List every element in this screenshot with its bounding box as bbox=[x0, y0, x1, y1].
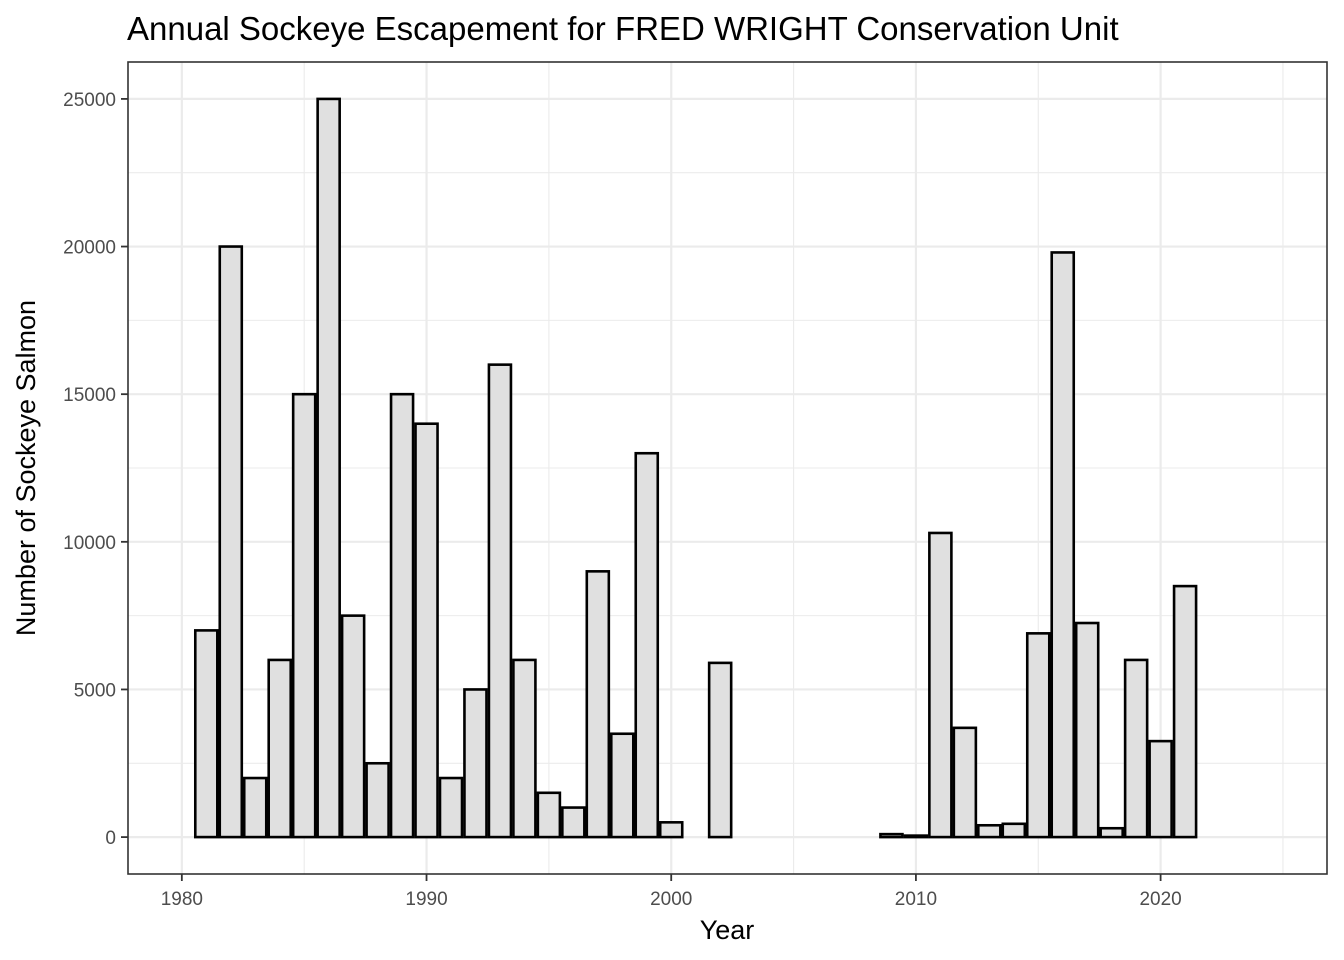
chart-title: Annual Sockeye Escapement for FRED WRIGH… bbox=[127, 10, 1119, 47]
x-tick-label: 2000 bbox=[650, 889, 692, 910]
x-tick-label: 2020 bbox=[1139, 889, 1181, 910]
bar-2011 bbox=[928, 531, 953, 839]
bar-2016 bbox=[1050, 251, 1076, 839]
bar-2021 bbox=[1172, 584, 1198, 839]
axis-ticks: 1980 1990 2000 2010 2020 0 5000 10000 15000 20000… bbox=[63, 90, 1182, 910]
bar-1981 bbox=[193, 629, 219, 839]
bar-1987 bbox=[340, 614, 366, 839]
bar-1988 bbox=[365, 761, 390, 839]
bar-2017 bbox=[1074, 621, 1100, 839]
plot-panel bbox=[127, 61, 1328, 875]
bar-1992 bbox=[463, 688, 488, 839]
bar-1983 bbox=[242, 776, 268, 839]
bar-1991 bbox=[438, 776, 464, 839]
bar-1997 bbox=[585, 570, 611, 839]
bar-1995 bbox=[536, 791, 562, 839]
bar-1982 bbox=[218, 245, 244, 839]
bar-2015 bbox=[1025, 632, 1051, 839]
x-tick-label: 2010 bbox=[895, 889, 937, 910]
y-tick-label: 20000 bbox=[63, 238, 116, 259]
y-tick-label: 15000 bbox=[63, 385, 116, 406]
y-tick-label: 5000 bbox=[74, 680, 116, 701]
bar-1986 bbox=[316, 97, 341, 839]
bar-1998 bbox=[609, 732, 635, 839]
bar-1994 bbox=[512, 658, 537, 839]
bar-1984 bbox=[267, 658, 293, 839]
bar-2020 bbox=[1148, 739, 1173, 839]
y-axis-title: Number of Sockeye Salmon bbox=[11, 300, 41, 636]
bar-1996 bbox=[561, 806, 586, 839]
bar-2000 bbox=[658, 821, 684, 839]
bar-2002 bbox=[707, 661, 733, 839]
bars bbox=[193, 97, 1198, 839]
bar-2018 bbox=[1099, 826, 1124, 839]
bar-2012 bbox=[952, 726, 978, 839]
bar-2010 bbox=[903, 834, 929, 839]
bar-2014 bbox=[1001, 822, 1027, 839]
bar-1993 bbox=[487, 363, 513, 839]
y-tick-label: 0 bbox=[105, 828, 116, 849]
y-tick-label: 10000 bbox=[63, 533, 116, 554]
bar-1990 bbox=[414, 422, 439, 839]
y-tick-label: 25000 bbox=[63, 90, 116, 111]
bar-2013 bbox=[977, 823, 1002, 839]
bar-1999 bbox=[634, 451, 660, 839]
bar-2019 bbox=[1123, 658, 1149, 839]
x-axis-title: Year bbox=[700, 915, 755, 945]
bar-2009 bbox=[879, 832, 904, 839]
bar-1989 bbox=[389, 392, 415, 839]
bar-1985 bbox=[291, 392, 317, 839]
x-tick-label: 1990 bbox=[405, 889, 447, 910]
x-tick-label: 1980 bbox=[161, 889, 203, 910]
